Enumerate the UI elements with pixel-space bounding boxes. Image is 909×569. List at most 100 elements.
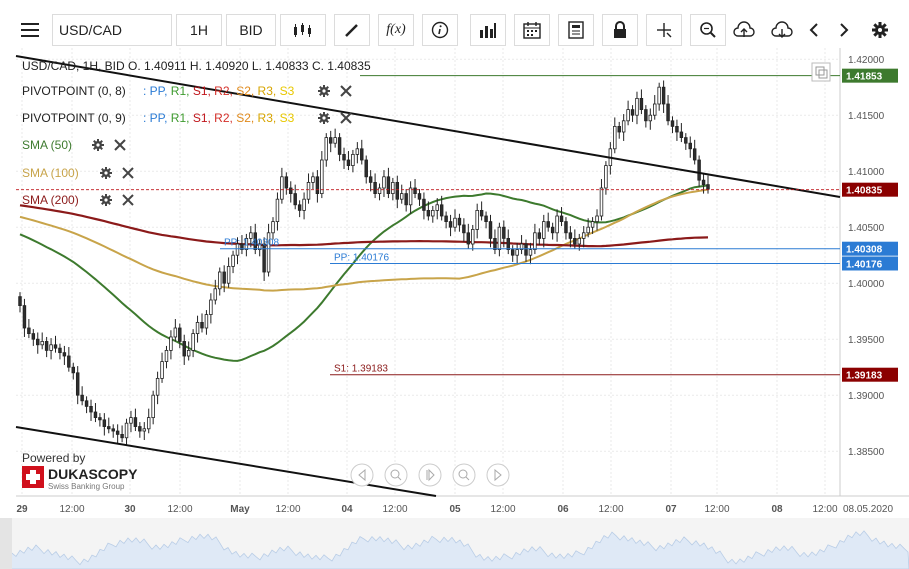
candle-body [519, 243, 524, 250]
candle-body [417, 193, 422, 200]
candle-body [550, 226, 555, 234]
candle-body [306, 181, 311, 200]
nav-fit-icon[interactable] [418, 463, 442, 487]
candle-body [675, 126, 679, 133]
upload-cloud-icon[interactable] [726, 14, 762, 46]
y-tick-label: 1.39000 [848, 391, 885, 402]
candle-body [235, 243, 240, 256]
calendar-icon[interactable] [514, 14, 550, 46]
close-icon[interactable] [340, 112, 352, 124]
crosshair-icon[interactable] [646, 14, 682, 46]
candle-body [80, 394, 84, 402]
sma200-line [19, 204, 709, 248]
candle-body [93, 411, 98, 418]
candle-body [67, 355, 71, 368]
candle-body [484, 215, 488, 222]
candle-body [386, 176, 391, 195]
gear-icon[interactable] [318, 85, 330, 97]
x-tick-label: 04 [341, 504, 353, 515]
candle-body [413, 187, 417, 194]
gear-icon[interactable] [318, 112, 330, 124]
candle-body [297, 204, 302, 211]
candle-body [537, 232, 542, 239]
close-icon[interactable] [122, 167, 134, 179]
candle-body [40, 341, 44, 346]
y-tick-label: 1.41500 [848, 111, 885, 122]
settings-gear-icon[interactable] [864, 14, 896, 46]
candle-body [471, 229, 475, 245]
bar-volume-icon[interactable] [470, 14, 506, 46]
candle-body [280, 176, 284, 200]
ohlc-readout: USD/CAD, 1H, BID O. 1.40911 H. 1.40920 L… [22, 59, 371, 73]
tag-current: 1.40835 [846, 186, 883, 197]
mini-navigator[interactable] [0, 518, 909, 569]
candle-body [346, 159, 351, 166]
gear-icon[interactable] [100, 194, 112, 206]
candle-body [49, 344, 53, 351]
candle-body [275, 198, 280, 222]
candle-body [475, 209, 479, 230]
candle-body [666, 103, 670, 122]
candle-body [89, 405, 93, 413]
expand-icon[interactable] [811, 62, 831, 82]
candle-body [204, 314, 209, 329]
report-icon[interactable] [558, 14, 594, 46]
close-icon[interactable] [114, 139, 126, 151]
candle-body [524, 243, 528, 256]
close-icon[interactable] [122, 194, 134, 206]
trendline-upper [15, 55, 841, 198]
x-tick-label: 12:00 [275, 504, 300, 515]
nav-prev-icon[interactable] [350, 463, 374, 487]
x-tick-label: 12:00 [382, 504, 407, 515]
candle-type-icon[interactable] [280, 14, 326, 46]
nav-next-icon[interactable] [486, 463, 510, 487]
candle-body [502, 226, 506, 239]
candle-body [324, 137, 329, 161]
candle-body [320, 159, 324, 194]
pivot2-components: : PP, R1, S1, R2, S2, R3, S3 [143, 111, 295, 125]
candle-body [124, 422, 129, 439]
candle-body [209, 299, 213, 315]
download-cloud-icon[interactable] [764, 14, 800, 46]
candle-body [435, 204, 439, 211]
lock-icon[interactable] [602, 14, 638, 46]
candle-body [635, 98, 639, 116]
navigator-area [0, 530, 909, 569]
timeframe-button[interactable]: 1H [176, 14, 222, 46]
zoom-search-icon[interactable] [690, 14, 726, 46]
legend-sma50: SMA (50) [22, 138, 72, 152]
arrow-right-icon[interactable] [830, 14, 858, 46]
candle-body [53, 344, 58, 349]
zoom-in-icon[interactable] [452, 463, 476, 487]
candle-body [466, 232, 471, 245]
gear-icon[interactable] [92, 139, 104, 151]
price-side-button[interactable]: BID [226, 14, 276, 46]
function-icon[interactable]: f(x) [378, 14, 414, 46]
pivot1-name: PIVOTPOINT (0, 8) [22, 84, 126, 98]
candle-body [337, 137, 342, 155]
candle-body [129, 417, 133, 424]
info-icon[interactable] [422, 14, 458, 46]
candle-body [218, 271, 222, 290]
candle-body [231, 254, 235, 267]
candle-body [328, 137, 333, 144]
candle-body [75, 372, 80, 396]
candle-body [44, 341, 49, 351]
close-icon[interactable] [340, 85, 352, 97]
x-tick-label: May [230, 504, 250, 515]
candle-body [351, 153, 355, 166]
pivot-label: PP: 1.40308 [224, 238, 279, 249]
arrow-left-icon[interactable] [800, 14, 828, 46]
candle-body [373, 181, 377, 194]
candle-body [497, 226, 502, 250]
candle-body [146, 417, 151, 430]
hamburger-icon[interactable] [12, 14, 48, 46]
y-tick-label: 1.41000 [848, 167, 885, 178]
gear-icon[interactable] [100, 167, 112, 179]
symbol-selector[interactable]: USD/CAD [52, 14, 172, 46]
x-tick-label: 12:00 [812, 504, 837, 515]
candle-body [164, 349, 169, 362]
zoom-out-icon[interactable] [384, 463, 408, 487]
draw-pencil-icon[interactable] [334, 14, 370, 46]
